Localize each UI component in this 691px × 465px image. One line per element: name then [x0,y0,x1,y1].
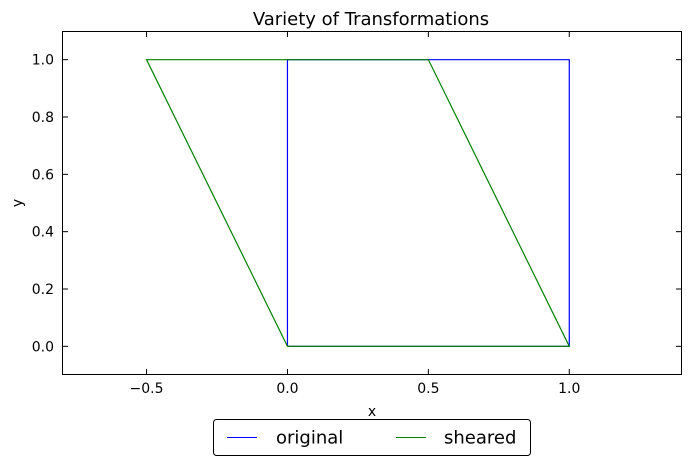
plot-background [62,31,682,375]
legend-label-sheared: sheared [444,428,516,449]
y-tick-label: 1.0 [32,53,54,69]
y-tick-label: 0.6 [32,167,54,183]
legend-label-original: original [276,428,343,449]
y-tick-label: 0.2 [32,282,54,298]
chart-title: Variety of Transformations [253,9,489,30]
x-tick-label: 0.0 [276,381,298,397]
plot-frame [62,31,682,375]
axes-frame [62,31,682,375]
x-tick-label: 0.5 [417,381,439,397]
ticks-layer: −0.5 0.0 0.5 1.0 0.0 0.2 0.4 0.6 0.8 1.0 [32,31,682,397]
x-tick-label: −0.5 [130,381,164,397]
y-tick-label: 0.8 [32,110,54,126]
y-tick-label: 0.0 [32,339,54,355]
legend: original sheared [213,419,531,456]
x-axis-label: x [368,404,376,420]
series-layer [145,59,571,347]
legend-frame [213,419,531,456]
y-tick-label: 0.4 [32,225,54,241]
series-line-sheared [145,59,571,347]
x-tick-label: 1.0 [558,381,580,397]
y-axis-label: y [10,199,26,207]
plot-area [62,31,682,375]
